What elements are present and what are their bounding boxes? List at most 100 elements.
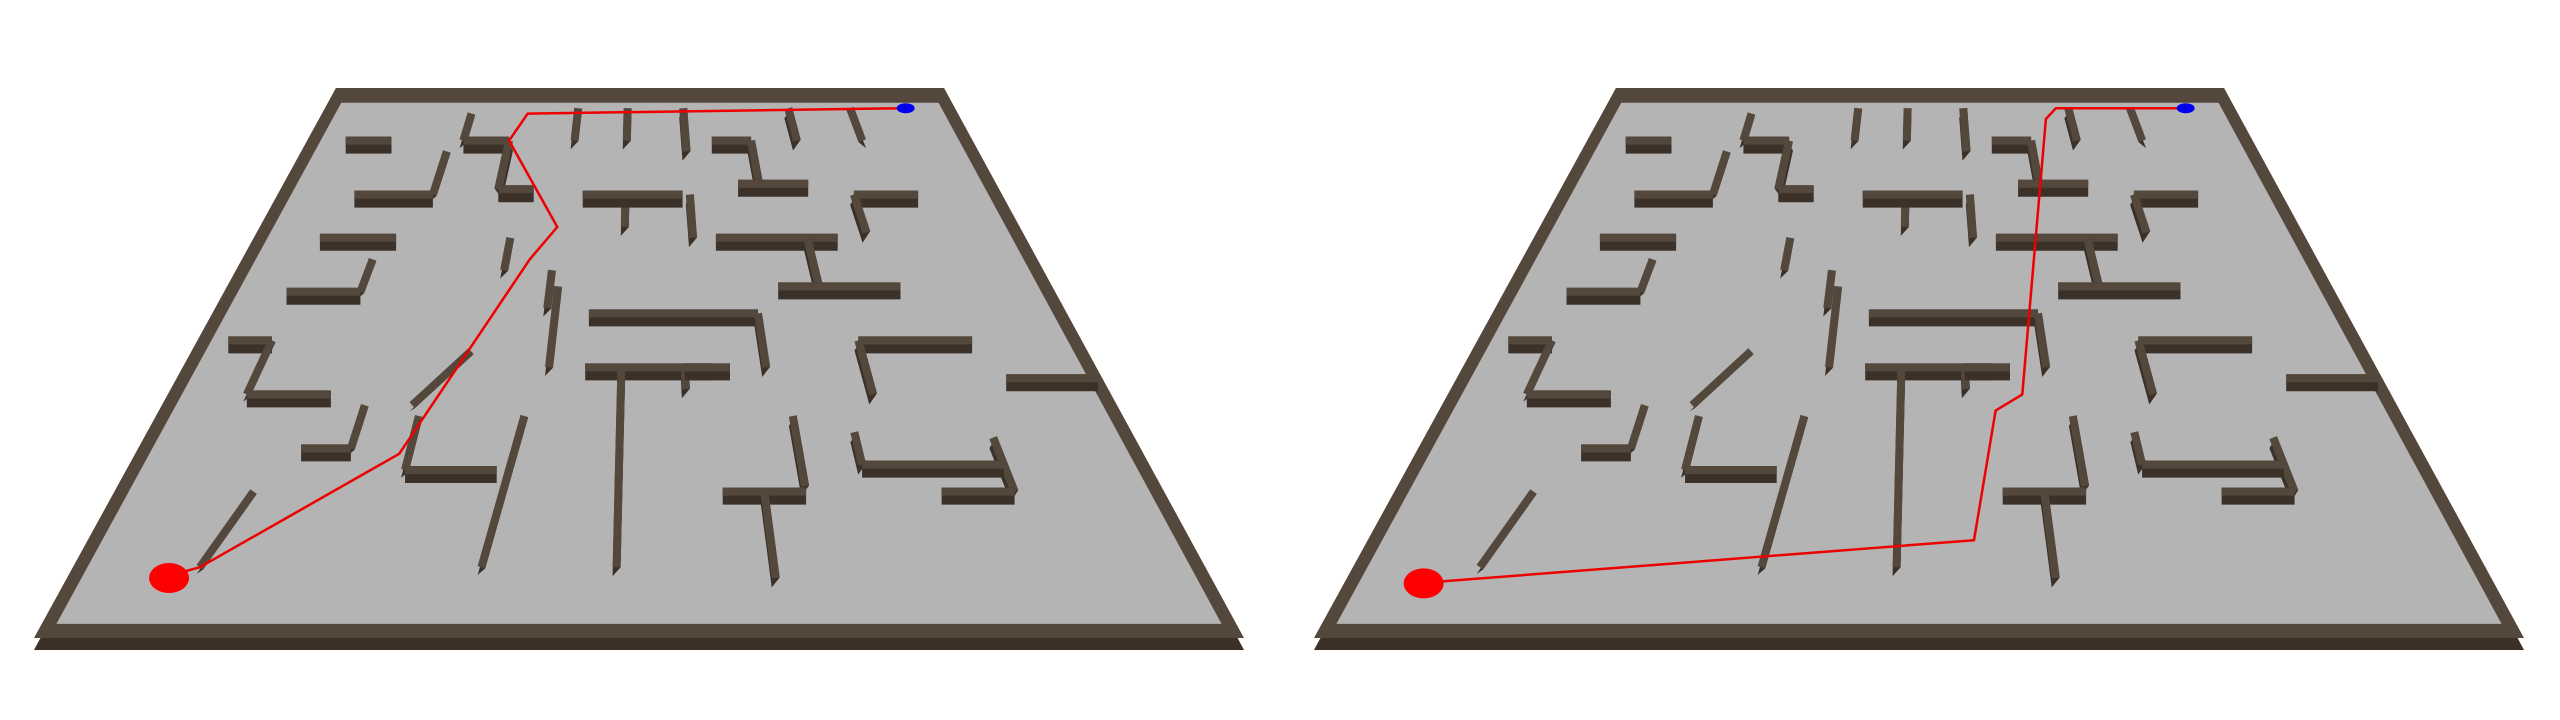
maze-wall	[803, 236, 823, 297]
maze-wall	[941, 487, 1015, 505]
maze-wall	[1743, 136, 1790, 154]
goal-marker	[2176, 103, 2195, 114]
maze-wall	[1780, 237, 1795, 279]
maze-wall	[1757, 414, 1809, 576]
maze-wall	[1868, 309, 2038, 327]
maze-wall	[2221, 487, 2295, 505]
goal-marker	[896, 103, 915, 114]
maze-wall	[738, 179, 809, 197]
maze-wall	[615, 367, 626, 458]
maze-wall	[1991, 136, 2032, 154]
maze-wall	[2046, 534, 2060, 588]
maze-wall	[1625, 136, 1672, 154]
maze-wall	[301, 444, 351, 462]
maze-wall	[347, 404, 369, 457]
maze-wall	[405, 466, 497, 483]
maze-wall	[1581, 444, 1631, 462]
maze-wall	[2068, 415, 2090, 496]
maze-wall	[345, 136, 392, 154]
maze-wall	[585, 363, 712, 381]
maze-wall	[788, 415, 810, 496]
maze-wall	[286, 287, 361, 305]
maze-wall	[1476, 489, 1537, 574]
maze-wall	[2040, 491, 2054, 545]
maze-wall	[1895, 367, 1906, 458]
maze-floor	[56, 102, 1222, 624]
maze-wall	[477, 414, 529, 576]
maze-wall	[1685, 466, 1777, 483]
maze-wall	[766, 534, 780, 588]
maze-wall	[500, 237, 515, 279]
maze-wall	[1959, 107, 1971, 161]
maze-wall	[1865, 363, 1992, 381]
maze-wall	[1823, 269, 1836, 317]
maze-wall	[1902, 108, 1912, 150]
maze-wall	[612, 448, 624, 577]
maze-wall	[354, 190, 433, 208]
maze-wall	[498, 185, 534, 203]
maze-wall	[1627, 404, 1649, 457]
maze-wall	[2034, 312, 2051, 377]
maze-wall	[854, 339, 877, 405]
maze-wall	[1778, 185, 1814, 203]
maze-wall	[570, 107, 583, 150]
maze-wall	[754, 312, 771, 377]
maze-wall	[246, 390, 331, 408]
maze-wall	[494, 139, 513, 200]
maze-wall	[1774, 139, 1793, 200]
maze-wall	[2142, 460, 2284, 478]
maze-board-right	[1280, 0, 2560, 720]
maze-floor	[1336, 102, 2502, 624]
maze-wall	[1892, 448, 1904, 577]
maze-wall	[853, 190, 919, 208]
maze-wall	[228, 336, 272, 354]
maze-wall	[463, 136, 510, 154]
maze-wall	[2058, 282, 2181, 300]
maze-wall	[2286, 374, 2378, 392]
maze-wall	[2138, 336, 2253, 354]
maze-wall	[685, 194, 697, 248]
maze-wall	[196, 489, 257, 574]
maze-wall	[1964, 363, 2010, 381]
maze-wall	[243, 338, 276, 402]
maze-wall	[1709, 150, 1731, 203]
maze-panel-left	[34, 88, 1244, 650]
maze-wall	[1523, 338, 1556, 402]
maze-wall	[2064, 107, 2081, 151]
maze-wall	[711, 136, 752, 154]
maze-wall	[1995, 233, 2118, 251]
maze-wall	[2133, 190, 2199, 208]
maze-wall	[858, 336, 973, 354]
maze-wall	[2126, 106, 2146, 149]
maze-wall	[545, 286, 563, 376]
maze-wall	[1965, 194, 1977, 248]
maze-wall	[1006, 374, 1098, 392]
start-marker	[149, 563, 190, 593]
maze-wall	[1526, 390, 1611, 408]
maze-wall	[679, 107, 691, 161]
maze-wall	[1689, 348, 1754, 412]
maze-wall	[2134, 339, 2157, 405]
maze-wall	[1508, 336, 1552, 354]
maze-wall	[401, 415, 423, 478]
maze-wall	[588, 309, 758, 327]
maze-wall	[778, 282, 901, 300]
maze-wall	[684, 363, 730, 381]
maze-board-left	[34, 88, 1244, 650]
maze-wall	[582, 190, 683, 208]
maze-wall	[846, 106, 866, 149]
maze-wall	[1850, 107, 1863, 150]
maze-wall	[2018, 179, 2089, 197]
maze-wall	[715, 233, 838, 251]
maze-wall	[1636, 258, 1657, 300]
maze-wall	[543, 269, 556, 317]
maze-wall	[784, 107, 801, 151]
maze-wall	[429, 150, 451, 203]
maze-wall	[622, 108, 632, 150]
maze-wall	[862, 460, 1004, 478]
maze-wall	[2130, 193, 2151, 243]
maze-wall	[850, 193, 871, 243]
maze-wall	[1566, 287, 1641, 305]
maze-wall	[760, 491, 774, 545]
maze-panel-right	[1280, 0, 2560, 720]
